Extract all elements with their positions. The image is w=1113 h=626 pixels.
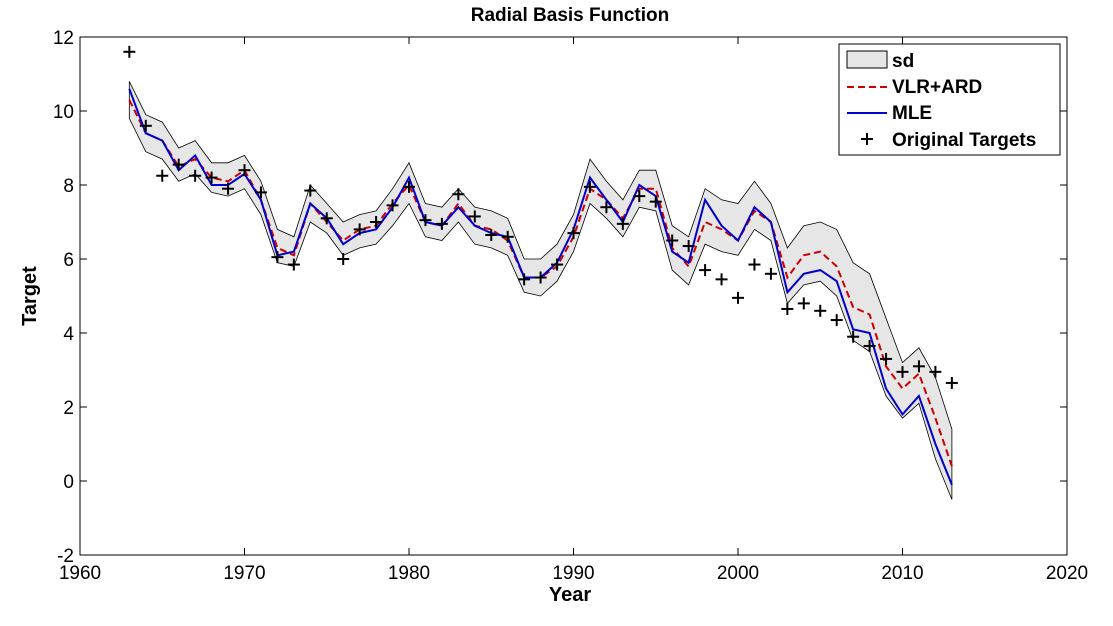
x-tick-label: 2010 bbox=[881, 563, 923, 584]
target-marker bbox=[468, 210, 481, 223]
target-marker bbox=[518, 273, 531, 286]
target-marker bbox=[814, 304, 827, 317]
legend-label-original-targets: Original Targets bbox=[892, 130, 1036, 151]
legend-plus-marker bbox=[861, 133, 873, 145]
target-marker bbox=[238, 164, 251, 177]
y-tick-label: 12 bbox=[53, 28, 74, 49]
target-marker bbox=[764, 267, 777, 280]
legend-label-mle: MLE bbox=[892, 103, 932, 124]
x-tick-label: 1980 bbox=[388, 563, 430, 584]
x-tick-label: 2000 bbox=[717, 563, 759, 584]
target-marker bbox=[419, 214, 432, 227]
target-marker bbox=[649, 195, 662, 208]
target-marker bbox=[797, 297, 810, 310]
target-marker bbox=[534, 271, 547, 284]
target-marker bbox=[172, 158, 185, 171]
target-marker bbox=[715, 273, 728, 286]
target-marker bbox=[337, 253, 350, 265]
target-marker bbox=[287, 258, 300, 271]
target-marker bbox=[583, 180, 596, 193]
y-tick-label: 8 bbox=[63, 176, 74, 197]
series-line-vlr-ard bbox=[128, 99, 953, 467]
target-marker bbox=[254, 186, 267, 199]
sd-band bbox=[128, 81, 953, 500]
target-marker bbox=[271, 251, 284, 264]
target-marker bbox=[370, 216, 383, 228]
target-marker bbox=[847, 330, 860, 343]
legend-label-sd: sd bbox=[892, 51, 914, 72]
y-tick-label: 2 bbox=[63, 398, 74, 419]
x-axis-label: Year bbox=[549, 584, 591, 606]
y-axis-label: Target bbox=[19, 266, 41, 326]
target-marker bbox=[880, 352, 893, 365]
target-marker bbox=[748, 258, 761, 271]
chart-title: Radial Basis Function bbox=[471, 5, 669, 26]
y-tick-label: 10 bbox=[53, 102, 74, 123]
target-marker bbox=[222, 182, 235, 195]
target-marker bbox=[699, 264, 712, 277]
x-tick-label: 1960 bbox=[59, 563, 101, 584]
target-marker bbox=[123, 45, 136, 58]
target-marker bbox=[682, 240, 695, 253]
target-marker bbox=[666, 234, 679, 247]
x-tick-label: 2020 bbox=[1046, 563, 1088, 584]
target-marker bbox=[139, 119, 152, 132]
target-marker bbox=[945, 376, 958, 389]
target-marker bbox=[452, 188, 465, 201]
target-marker bbox=[205, 171, 218, 184]
y-tick-label: 4 bbox=[63, 324, 74, 345]
y-tick-label: -2 bbox=[57, 546, 74, 567]
target-marker bbox=[501, 230, 514, 243]
target-marker bbox=[353, 223, 366, 236]
target-marker bbox=[189, 169, 202, 182]
target-marker bbox=[616, 217, 629, 230]
target-marker bbox=[156, 169, 169, 182]
target-marker bbox=[551, 258, 564, 271]
x-tick-label: 1970 bbox=[223, 563, 265, 584]
y-tick-label: 0 bbox=[63, 472, 74, 493]
y-axis-ticks: -2 0 2 4 6 8 10 12 bbox=[53, 28, 1067, 567]
target-marker bbox=[435, 217, 448, 230]
plot-area bbox=[123, 45, 958, 500]
target-marker bbox=[304, 184, 317, 197]
target-marker bbox=[485, 228, 498, 241]
target-marker bbox=[386, 199, 399, 212]
target-marker bbox=[781, 302, 794, 315]
target-marker bbox=[633, 190, 646, 203]
target-markers bbox=[123, 45, 958, 389]
target-marker bbox=[732, 291, 744, 304]
target-marker bbox=[929, 365, 942, 378]
legend-sd-swatch bbox=[846, 50, 888, 69]
target-marker bbox=[403, 180, 415, 193]
legend-label-vlr-ard: VLR+ARD bbox=[892, 77, 982, 98]
target-marker bbox=[912, 360, 925, 373]
target-marker bbox=[896, 365, 909, 378]
x-axis-ticks: 1960 1970 1980 1990 2000 2010 2020 bbox=[59, 37, 1088, 584]
target-marker bbox=[320, 212, 333, 225]
target-marker bbox=[863, 339, 876, 352]
target-marker bbox=[567, 227, 580, 240]
x-tick-label: 1990 bbox=[552, 563, 594, 584]
target-marker bbox=[600, 201, 613, 214]
target-marker bbox=[830, 314, 843, 327]
legend: sd VLR+ARD MLE Original Targets bbox=[838, 43, 1061, 156]
y-tick-label: 6 bbox=[63, 250, 74, 271]
